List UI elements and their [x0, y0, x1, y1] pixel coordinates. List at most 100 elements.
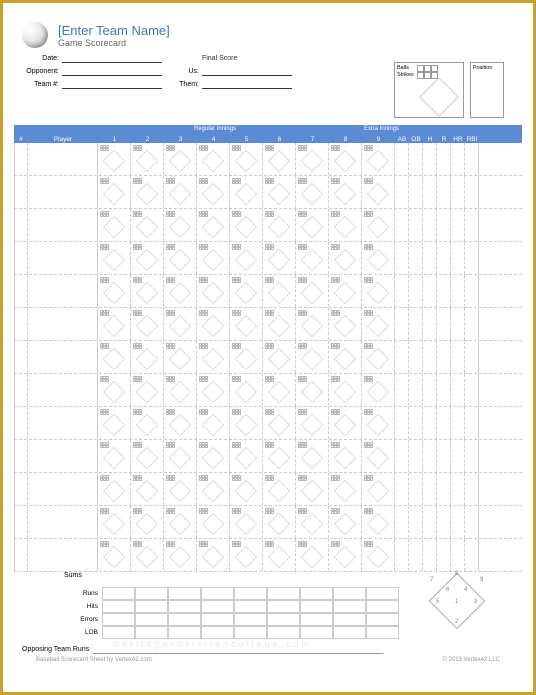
cell-num[interactable]: [14, 473, 28, 505]
cell-inning[interactable]: [263, 209, 296, 241]
cell-stat[interactable]: [395, 341, 409, 373]
totals-cell[interactable]: [333, 613, 366, 626]
cell-stat[interactable]: [423, 539, 437, 571]
cell-inning[interactable]: [197, 308, 230, 340]
cell-stat[interactable]: [465, 242, 479, 274]
cell-inning[interactable]: [197, 176, 230, 208]
cell-inning[interactable]: [329, 440, 362, 472]
totals-cell[interactable]: [234, 587, 267, 600]
cell-inning[interactable]: [263, 539, 296, 571]
totals-cell[interactable]: [168, 600, 201, 613]
cell-inning[interactable]: [362, 308, 395, 340]
cell-stat[interactable]: [423, 209, 437, 241]
cell-stat[interactable]: [409, 209, 423, 241]
cell-inning[interactable]: [164, 176, 197, 208]
cell-inning[interactable]: [131, 506, 164, 538]
totals-cell[interactable]: [234, 613, 267, 626]
cell-player[interactable]: [28, 143, 98, 175]
cell-inning[interactable]: [362, 539, 395, 571]
cell-player[interactable]: [28, 539, 98, 571]
cell-inning[interactable]: [197, 407, 230, 439]
cell-inning[interactable]: [230, 209, 263, 241]
totals-cell[interactable]: [201, 613, 234, 626]
cell-stat[interactable]: [451, 209, 465, 241]
cell-inning[interactable]: [131, 308, 164, 340]
cell-inning[interactable]: [164, 473, 197, 505]
cell-stat[interactable]: [451, 176, 465, 208]
totals-cell[interactable]: [300, 587, 333, 600]
cell-inning[interactable]: [98, 407, 131, 439]
totals-cell[interactable]: [135, 626, 168, 639]
totals-cell[interactable]: [267, 600, 300, 613]
them-input[interactable]: [202, 80, 292, 89]
cell-inning[interactable]: [263, 473, 296, 505]
cell-inning[interactable]: [98, 341, 131, 373]
cell-stat[interactable]: [437, 176, 451, 208]
cell-inning[interactable]: [131, 473, 164, 505]
totals-cell[interactable]: [234, 626, 267, 639]
totals-cell[interactable]: [267, 626, 300, 639]
cell-inning[interactable]: [329, 341, 362, 373]
cell-inning[interactable]: [296, 440, 329, 472]
cell-inning[interactable]: [230, 341, 263, 373]
cell-inning[interactable]: [164, 341, 197, 373]
us-input[interactable]: [202, 67, 292, 76]
cell-stat[interactable]: [465, 275, 479, 307]
cell-stat[interactable]: [437, 440, 451, 472]
cell-inning[interactable]: [263, 242, 296, 274]
cell-stat[interactable]: [409, 539, 423, 571]
totals-cell[interactable]: [135, 587, 168, 600]
cell-inning[interactable]: [329, 407, 362, 439]
totals-cell[interactable]: [333, 600, 366, 613]
cell-stat[interactable]: [451, 506, 465, 538]
cell-inning[interactable]: [197, 374, 230, 406]
cell-stat[interactable]: [451, 242, 465, 274]
totals-cell[interactable]: [102, 626, 135, 639]
cell-inning[interactable]: [362, 341, 395, 373]
cell-stat[interactable]: [437, 209, 451, 241]
cell-stat[interactable]: [395, 506, 409, 538]
cell-stat[interactable]: [451, 473, 465, 505]
totals-cell[interactable]: [135, 600, 168, 613]
cell-inning[interactable]: [230, 473, 263, 505]
cell-inning[interactable]: [296, 407, 329, 439]
cell-player[interactable]: [28, 473, 98, 505]
cell-inning[interactable]: [98, 374, 131, 406]
cell-inning[interactable]: [131, 440, 164, 472]
totals-cell[interactable]: [102, 587, 135, 600]
cell-stat[interactable]: [451, 539, 465, 571]
cell-inning[interactable]: [362, 143, 395, 175]
totals-cell[interactable]: [201, 587, 234, 600]
cell-stat[interactable]: [451, 341, 465, 373]
cell-inning[interactable]: [164, 407, 197, 439]
cell-stat[interactable]: [395, 209, 409, 241]
cell-num[interactable]: [14, 176, 28, 208]
cell-stat[interactable]: [409, 407, 423, 439]
cell-stat[interactable]: [409, 275, 423, 307]
cell-stat[interactable]: [451, 407, 465, 439]
cell-inning[interactable]: [362, 176, 395, 208]
cell-inning[interactable]: [197, 539, 230, 571]
cell-inning[interactable]: [263, 374, 296, 406]
cell-inning[interactable]: [296, 506, 329, 538]
cell-inning[interactable]: [362, 473, 395, 505]
cell-inning[interactable]: [98, 506, 131, 538]
cell-inning[interactable]: [329, 275, 362, 307]
cell-stat[interactable]: [395, 308, 409, 340]
cell-inning[interactable]: [98, 176, 131, 208]
cell-stat[interactable]: [465, 440, 479, 472]
cell-inning[interactable]: [131, 209, 164, 241]
cell-player[interactable]: [28, 341, 98, 373]
cell-inning[interactable]: [263, 341, 296, 373]
cell-num[interactable]: [14, 341, 28, 373]
cell-stat[interactable]: [437, 407, 451, 439]
cell-inning[interactable]: [131, 407, 164, 439]
date-input[interactable]: [62, 54, 162, 63]
cell-inning[interactable]: [362, 440, 395, 472]
cell-inning[interactable]: [230, 506, 263, 538]
cell-inning[interactable]: [230, 539, 263, 571]
cell-inning[interactable]: [296, 275, 329, 307]
cell-inning[interactable]: [230, 308, 263, 340]
cell-stat[interactable]: [437, 473, 451, 505]
cell-stat[interactable]: [409, 176, 423, 208]
